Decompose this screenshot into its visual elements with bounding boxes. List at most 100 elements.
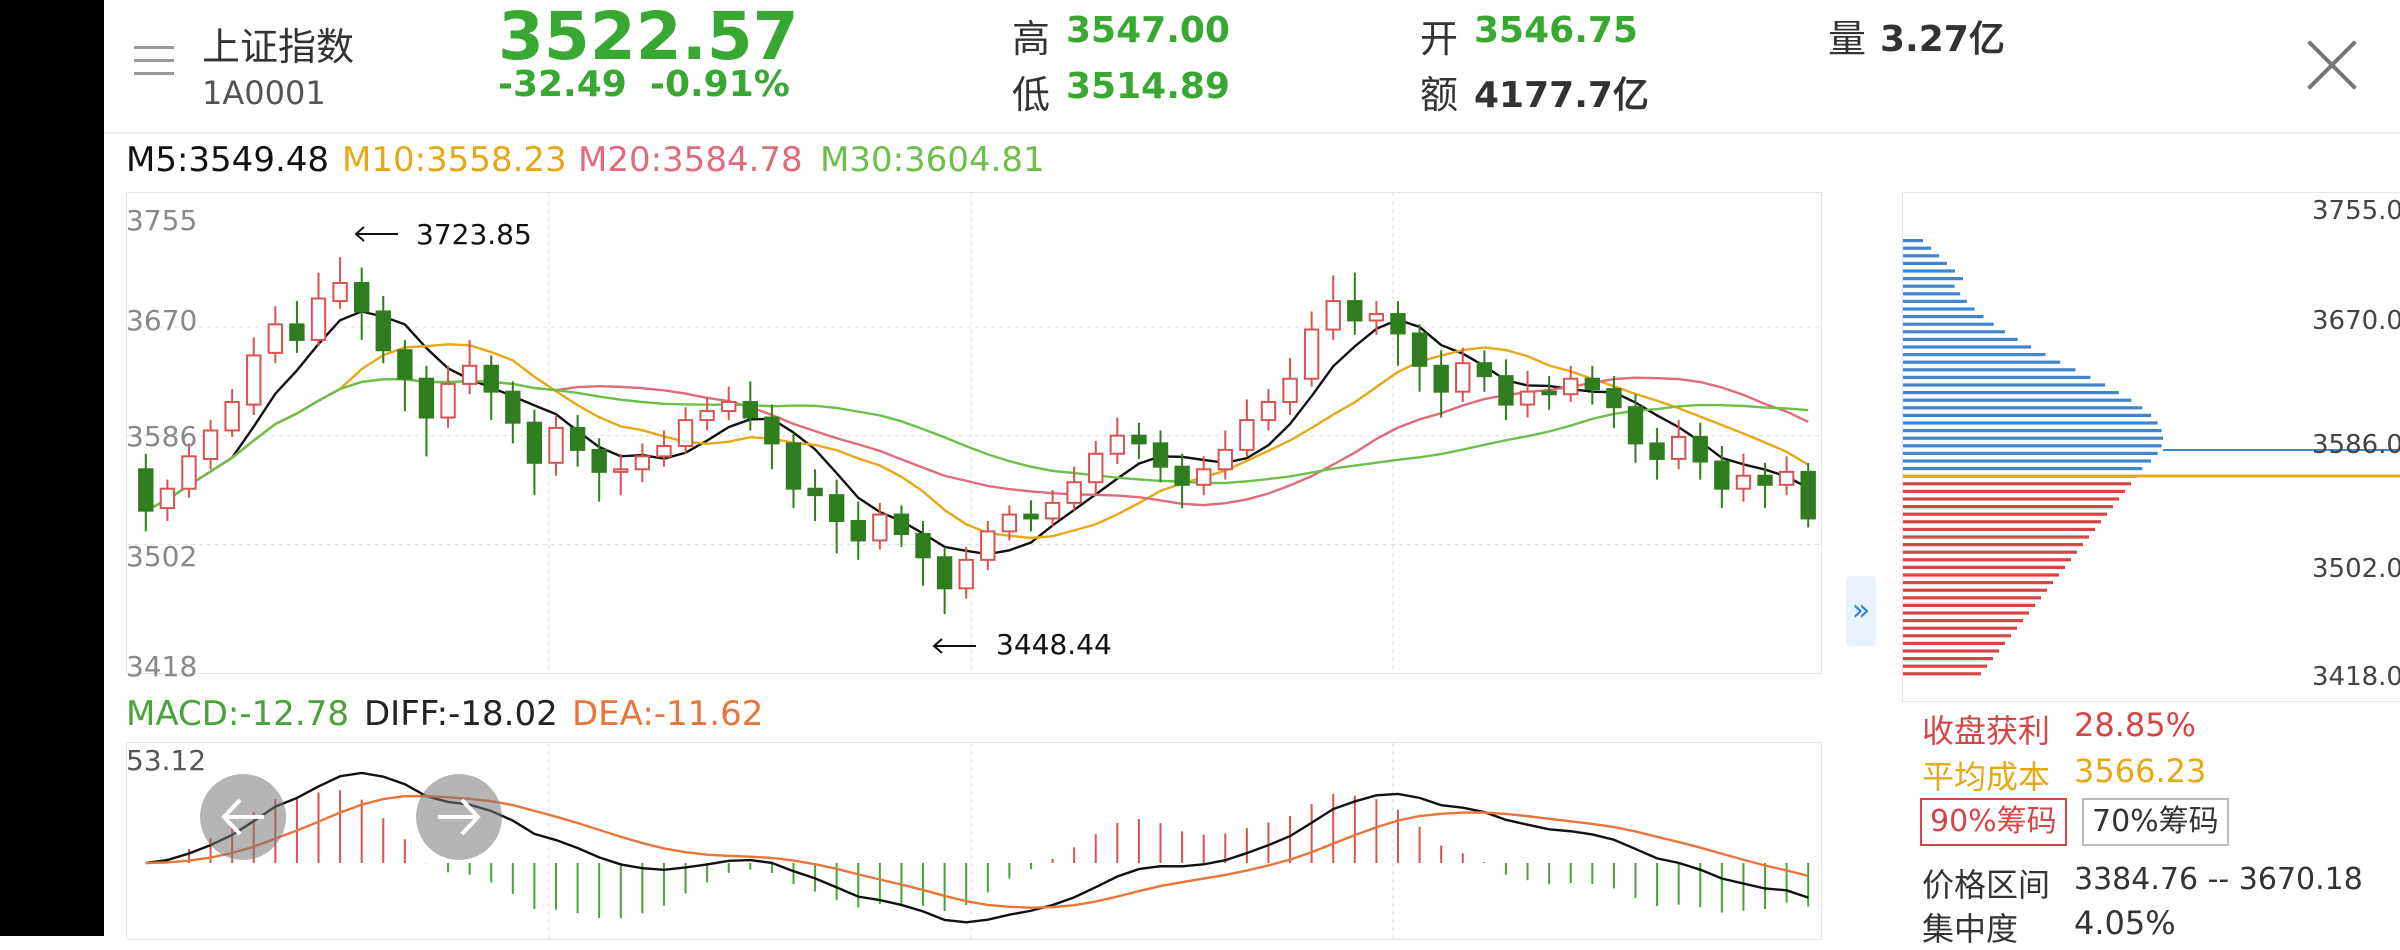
chip-bar [1903,307,1975,311]
chip-bar [1903,520,2101,524]
diff-line [145,771,1809,924]
macd-panel[interactable] [126,742,1822,940]
max-price-annotation: 3723.85 [416,218,532,251]
candle-body [159,487,176,510]
min-price-annotation: 3448.44 [996,628,1112,661]
chip-y-label-2: 3670.0 [2312,306,2400,336]
chip-bar [1903,315,1984,319]
candle-body [1606,388,1622,409]
price-range-value: 3384.76 -- 3670.18 [2074,862,2363,897]
candle-body [1778,470,1795,486]
chip-bar [1903,391,2119,395]
candle-body [1088,452,1104,484]
candle-body [1519,390,1536,406]
chip-bar [1903,337,2018,341]
close-icon[interactable] [2305,38,2359,92]
candle-body [699,410,715,422]
candle-body [1584,377,1601,391]
candle-body [1174,465,1190,486]
chip-bar [1903,322,1994,326]
chip-bar [1903,489,2125,493]
candle-body [1260,401,1277,422]
expand-chip-button[interactable]: » [1846,576,1876,646]
candle-body [1390,313,1406,335]
candle-body [1800,470,1816,520]
ma10-line [145,343,1809,540]
low-label: 低 [1012,73,1051,117]
arrow-left-icon [221,798,264,836]
chip-70-button[interactable]: 70%筹码 [2082,798,2229,846]
candle-body [569,426,586,451]
candle-body [1347,300,1363,322]
max-arrow-icon [354,226,398,242]
candle-body [1541,390,1557,396]
chip-90-button[interactable]: 90%筹码 [1920,798,2067,846]
chip-bar [1903,277,1963,281]
chip-bar [1903,512,2107,516]
candle-body [202,429,219,460]
chip-bar [1903,330,2006,334]
candle-body [1498,375,1514,406]
chip-distribution-chart [1903,239,2400,676]
candle-body [742,401,759,419]
candle-body [677,419,694,447]
candle-body [505,390,521,424]
candle-body [1735,474,1752,490]
low-value: 3514.89 [1066,66,1230,107]
candle-body [850,520,866,542]
candle-body [1433,364,1449,393]
candle-body [893,513,910,535]
ma5-legend: M5:3549.48 [126,140,330,180]
candle-body [375,310,391,352]
price-change: -32.49 [498,64,627,105]
candle-body [1670,435,1687,460]
chip-bar [1903,375,2091,379]
candle-body [1282,377,1298,404]
candle-body [1649,442,1665,460]
chip-bar [1903,535,2089,539]
kline-y-label-4: 3502 [126,540,198,573]
kline-panel[interactable] [126,192,1822,674]
ma5-line [145,310,1809,556]
prev-arrow-button[interactable] [200,774,286,860]
chip-bar [1903,436,2163,440]
candle-body [980,530,996,561]
chip-bar [1903,413,2152,417]
chip-bar [1903,550,2077,554]
chip-bar [1903,558,2071,562]
chip-bar [1903,634,2011,638]
chip-bar [1903,482,2131,486]
candle-body [418,377,435,419]
chip-bar [1903,353,2046,357]
candle-body [958,558,974,590]
chip-bar [1903,626,2017,630]
chip-y-label-3: 3586.0 [2312,430,2400,460]
chip-bar [1903,261,1947,265]
candle-body [181,455,197,490]
candle-body [1303,328,1320,380]
candle-body [785,442,802,490]
chip-bar [1903,565,2065,569]
macd-label: MACD:-12.78 [126,694,349,734]
chip-bar [1903,581,2053,585]
chip-bar [1903,657,1993,661]
min-arrow-icon [932,638,976,654]
chip-bar [1903,467,2143,471]
ma30-legend: M30:3604.81 [820,140,1045,180]
candle-body [289,323,305,341]
chip-bar [1903,527,2095,531]
candle-body [1757,474,1773,486]
amount-value: 4177.7亿 [1474,75,1649,116]
chip-bar [1903,672,1981,676]
chip-bar [1903,596,2041,600]
kline-chart [127,193,1821,673]
candle-body [440,382,456,419]
chip-bar [1903,299,1967,303]
macd-top-value: 53.12 [126,744,207,777]
next-arrow-button[interactable] [416,774,502,860]
chip-bar [1903,459,2152,463]
chip-bar [1903,497,2119,501]
macd-chart [145,743,1810,939]
menu-icon[interactable] [134,46,174,80]
candle-body [656,444,672,458]
